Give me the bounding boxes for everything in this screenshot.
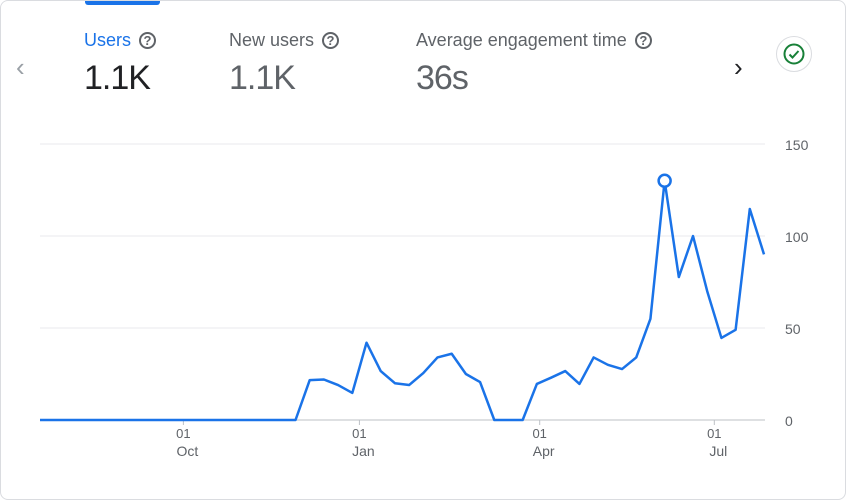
metric-label: Users bbox=[84, 30, 132, 50]
users-series-line bbox=[40, 179, 766, 422]
metric-label: Average engagement time bbox=[416, 30, 627, 50]
x-tick-day: 01 bbox=[352, 426, 366, 441]
active-tab-indicator bbox=[85, 1, 160, 5]
help-icon[interactable]: ? bbox=[322, 32, 340, 49]
x-tick-day: 01 bbox=[176, 426, 190, 441]
y-tick-label: 0 bbox=[785, 413, 793, 429]
check-circle-icon bbox=[783, 43, 805, 65]
x-tick-day: 01 bbox=[707, 426, 721, 441]
users-line-chart: 0 50 100 150 01 Oct 01 Jan 01 Apr 01 Jul bbox=[40, 137, 809, 459]
help-icon[interactable]: ? bbox=[634, 32, 652, 49]
next-metrics-button[interactable]: › bbox=[734, 52, 743, 82]
status-check-button[interactable] bbox=[776, 36, 812, 72]
x-tick-month: Jul bbox=[709, 443, 727, 459]
x-tick-day: 01 bbox=[532, 426, 546, 441]
metric-average-engagement-time[interactable]: Average engagement time? 36s bbox=[416, 30, 652, 98]
y-tick-label: 100 bbox=[785, 229, 809, 245]
metric-value: 1.1K bbox=[229, 59, 296, 97]
metric-value: 36s bbox=[416, 59, 469, 97]
x-tick-month: Oct bbox=[176, 443, 198, 459]
metric-new-users[interactable]: New users? 1.1K bbox=[229, 30, 340, 98]
y-tick-label: 50 bbox=[785, 321, 801, 337]
highlighted-data-point bbox=[657, 173, 672, 189]
metric-users[interactable]: Users? 1.1K bbox=[84, 30, 157, 98]
metric-value: 1.1K bbox=[84, 59, 151, 97]
prev-metrics-button[interactable]: ‹ bbox=[16, 52, 25, 82]
help-icon[interactable]: ? bbox=[139, 32, 157, 49]
x-tick-month: Apr bbox=[533, 443, 555, 459]
metric-label: New users bbox=[229, 30, 315, 50]
y-tick-label: 150 bbox=[785, 137, 809, 153]
x-tick-month: Jan bbox=[352, 443, 375, 459]
